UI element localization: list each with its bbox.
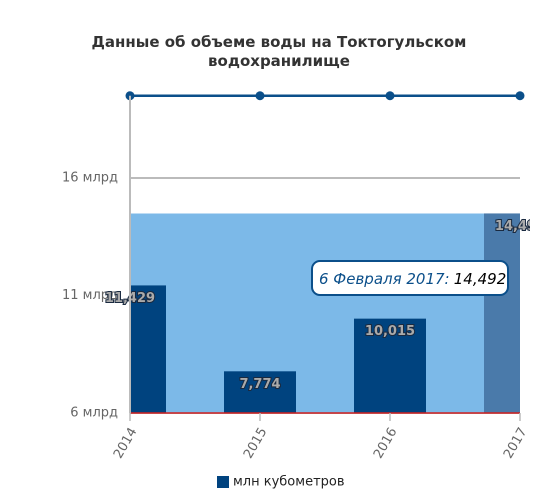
- plot-area: [130, 213, 520, 413]
- x-tick-label: 2015: [241, 425, 271, 461]
- chart-title: Данные об объеме воды на Токтогульском в…: [91, 33, 467, 70]
- bar: [354, 318, 426, 413]
- tooltip: 6 Февраля 2017: 14,492: [311, 260, 509, 296]
- y-tick-label: 16 млрд: [62, 171, 118, 186]
- data-label: 14,492: [495, 219, 545, 234]
- x-tick-label: 2014: [111, 425, 141, 461]
- bar: [224, 371, 296, 413]
- tooltip-text: 6 Февраля 2017: 14,492: [319, 270, 506, 288]
- tooltip-box: [311, 260, 509, 296]
- legend-swatch: [217, 476, 229, 488]
- bar: [484, 213, 520, 413]
- x-tick-label: 2016: [371, 425, 401, 461]
- data-label: 10,015: [365, 324, 415, 339]
- marker: [515, 91, 525, 101]
- x-tick-label: 2017: [501, 425, 531, 461]
- marker: [255, 91, 265, 101]
- area: [130, 213, 520, 413]
- y-tick-label: 6 млрд: [70, 406, 118, 421]
- data-label: 7,774: [239, 377, 280, 392]
- bar: [130, 285, 166, 413]
- tooltip-value: 14,492: [454, 270, 507, 288]
- legend-label: млн кубометров: [233, 475, 345, 490]
- tooltip-label: 6 Февраля 2017:: [319, 270, 450, 288]
- y-tick-label: 11 млрд: [62, 288, 118, 303]
- marker: [385, 91, 395, 101]
